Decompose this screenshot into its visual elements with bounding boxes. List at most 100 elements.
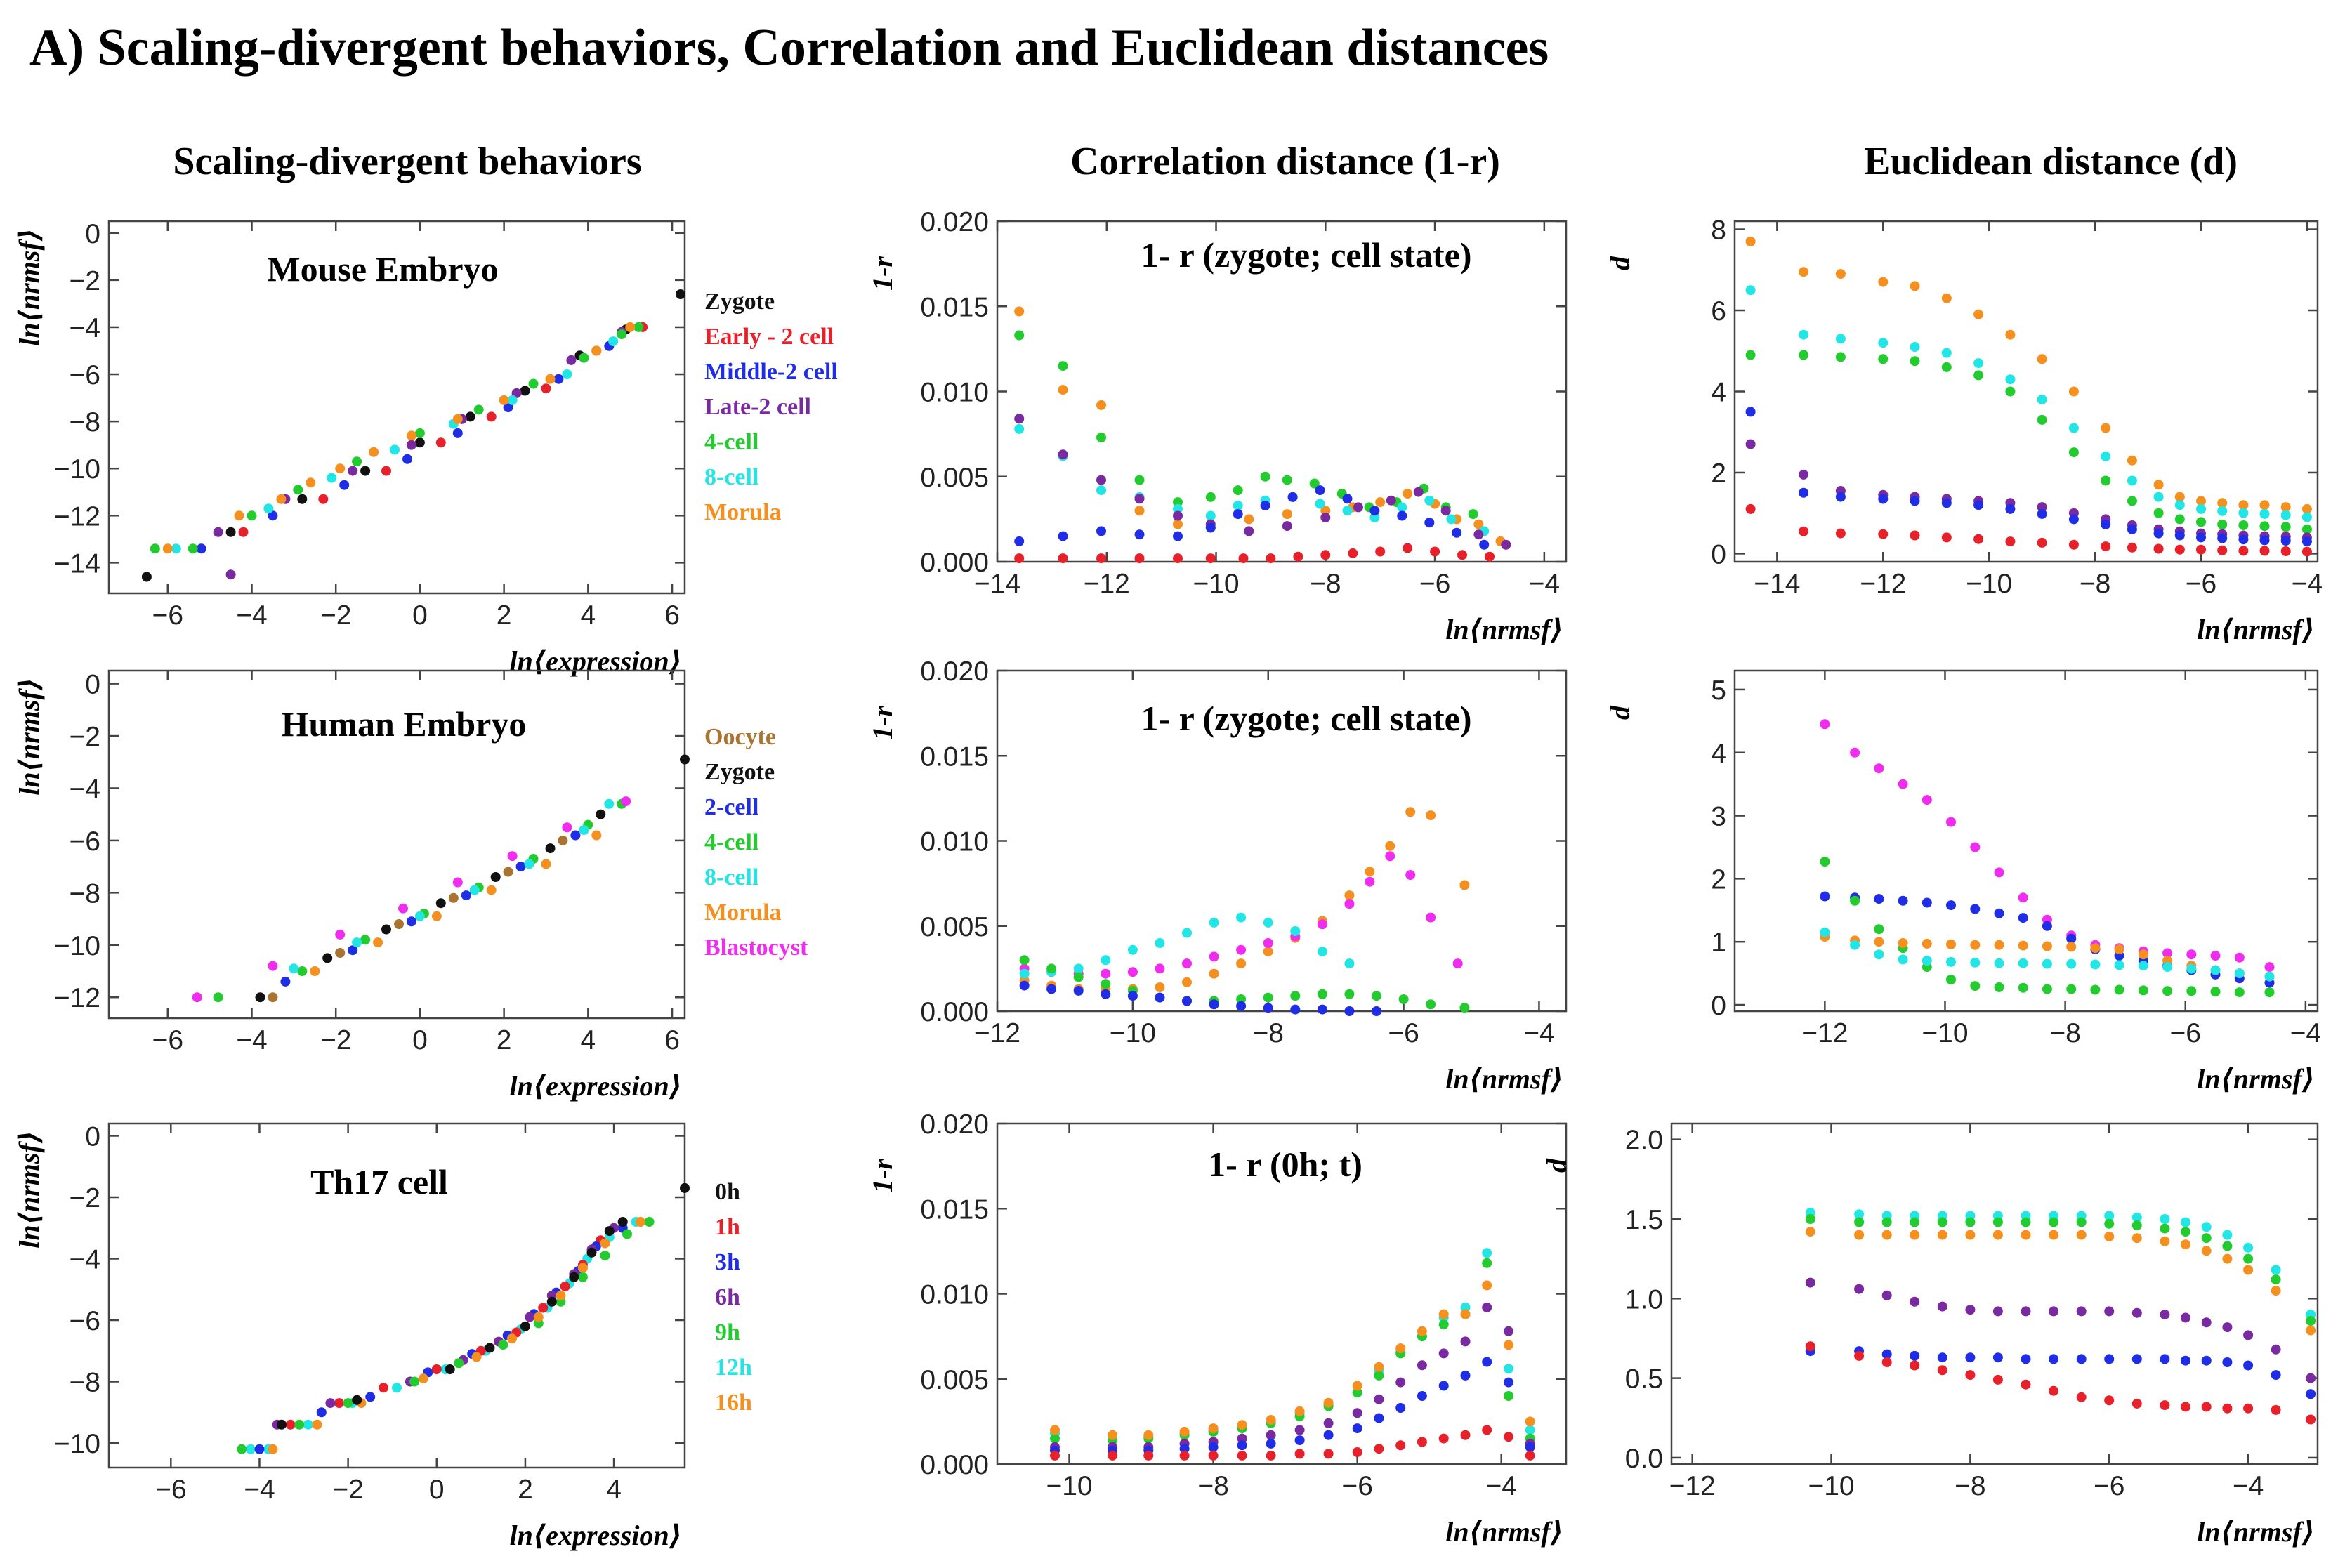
data-point-red <box>1973 534 1984 544</box>
data-point-green <box>1937 1217 1947 1227</box>
column-title-correlation: Correlation distance (1-r) <box>1070 140 1500 183</box>
data-point-purple <box>406 440 416 450</box>
legend-entry: Zygote <box>704 759 775 785</box>
data-point-red <box>1403 543 1413 553</box>
data-point-red <box>1438 1433 1449 1444</box>
data-point-red <box>1805 1341 1815 1352</box>
data-point-cyan <box>2196 503 2206 514</box>
data-point-green <box>2037 414 2047 425</box>
data-point-purple <box>2131 1307 2142 1318</box>
data-point-blue <box>2280 536 2291 546</box>
data-point-orange <box>1878 277 1889 287</box>
data-point-cyan <box>2042 958 2052 969</box>
data-point-brown <box>394 919 404 929</box>
data-point-magenta <box>2264 962 2275 973</box>
data-point-cyan <box>1525 1425 1535 1435</box>
data-point-orange <box>2005 329 2016 340</box>
data-point-blue <box>2049 1354 2059 1364</box>
data-point-blue <box>1323 1430 1334 1440</box>
data-point-red <box>1134 553 1145 564</box>
data-point-red <box>1237 1450 1247 1461</box>
data-point-orange <box>2042 941 2052 951</box>
data-point-cyan <box>507 395 518 405</box>
data-point-cyan <box>2037 395 2047 404</box>
data-point-red <box>431 1364 442 1374</box>
data-point-orange <box>1173 519 1183 529</box>
data-point-cyan <box>289 963 299 974</box>
data-point-cyan <box>1482 1248 1492 1258</box>
data-point-magenta <box>1874 763 1884 774</box>
data-point-green <box>2068 447 2079 458</box>
data-point-magenta <box>2018 892 2028 903</box>
data-point-purple <box>2037 502 2047 513</box>
data-point-cyan <box>1820 927 1830 937</box>
data-point-green <box>1263 992 1273 1003</box>
data-point-blue <box>2259 535 2270 546</box>
data-point-black <box>322 953 333 963</box>
data-point-blue <box>1173 531 1183 541</box>
data-point-cyan <box>2090 959 2101 970</box>
data-point-purple <box>2222 1322 2233 1333</box>
data-point-orange <box>1941 293 1952 303</box>
data-point-purple <box>1799 469 1809 480</box>
data-point-red <box>560 1281 570 1291</box>
data-point-black <box>225 527 236 537</box>
legend-entry: 6h <box>715 1284 740 1310</box>
x-tick-label: −8 <box>1197 1471 1228 1501</box>
x-axis-label: ln⟨nrmsf⟩ <box>2197 1063 2315 1095</box>
data-point-green <box>1881 1217 1892 1227</box>
data-point-purple <box>1237 1433 1247 1444</box>
data-point-green <box>1046 963 1057 974</box>
data-point-orange <box>1323 1397 1334 1408</box>
data-point-orange <box>1182 977 1192 987</box>
data-point-cyan <box>1209 917 1219 928</box>
data-point-green <box>1970 981 1981 991</box>
data-point-purple <box>1473 529 1484 540</box>
data-point-blue <box>1460 1370 1471 1381</box>
data-point-green <box>1374 1370 1384 1381</box>
data-point-orange <box>2153 480 2164 490</box>
data-point-orange <box>2049 1230 2059 1240</box>
data-point-cyan <box>1173 503 1183 514</box>
data-point-green <box>2101 475 2111 486</box>
data-point-purple <box>2306 1373 2316 1383</box>
data-point-black <box>586 1247 597 1258</box>
x-tick-label: −10 <box>1808 1471 1854 1501</box>
data-point-orange <box>2174 492 2185 502</box>
data-point-orange <box>1992 1230 2003 1240</box>
data-point-green <box>1019 955 1030 966</box>
inset-label: 1- r (0h; t) <box>1208 1145 1362 1184</box>
data-point-cyan <box>1424 495 1435 506</box>
data-point-green <box>1073 972 1084 982</box>
data-point-purple <box>1881 1290 1892 1300</box>
data-point-blue <box>1799 487 1809 498</box>
data-point-cyan <box>1344 958 1355 969</box>
figure-title: A) Scaling-divergent behaviors, Correlat… <box>29 19 1549 77</box>
data-point-orange <box>452 414 463 424</box>
data-point-magenta <box>1922 795 1932 805</box>
data-point-orange <box>2138 949 2148 960</box>
x-tick-label: 2 <box>497 1025 512 1055</box>
mouse-eucl-chart: −14 −12 −10 −8 −6 −4 0 2 4 6 8 ln⟨nrmsf⟩ d <box>1604 216 2323 645</box>
data-point-green <box>1994 982 2004 992</box>
data-point-cyan <box>1019 968 1030 979</box>
data-point-cyan <box>2280 510 2291 520</box>
data-point-green <box>633 322 644 332</box>
y-tick-label: 4 <box>1711 739 1726 769</box>
data-point-green <box>1805 1214 1815 1224</box>
data-point-blue <box>1179 1444 1190 1454</box>
data-point-orange <box>2037 354 2047 364</box>
y-tick-label: 0 <box>1711 991 1726 1021</box>
x-tick-label: −4 <box>2233 1471 2264 1501</box>
data-point-orange <box>2114 944 2124 954</box>
data-point-black <box>485 1343 495 1353</box>
data-point-orange <box>2101 423 2111 433</box>
legend-entry: 1h <box>715 1214 740 1240</box>
data-point-red <box>1937 1365 1947 1376</box>
data-point-magenta <box>1209 951 1219 962</box>
data-point-blue <box>1745 407 1756 417</box>
data-point-orange <box>2131 1233 2142 1244</box>
data-point-blue <box>1479 539 1490 550</box>
data-point-orange <box>1050 1425 1060 1435</box>
data-point-magenta <box>1385 851 1395 862</box>
